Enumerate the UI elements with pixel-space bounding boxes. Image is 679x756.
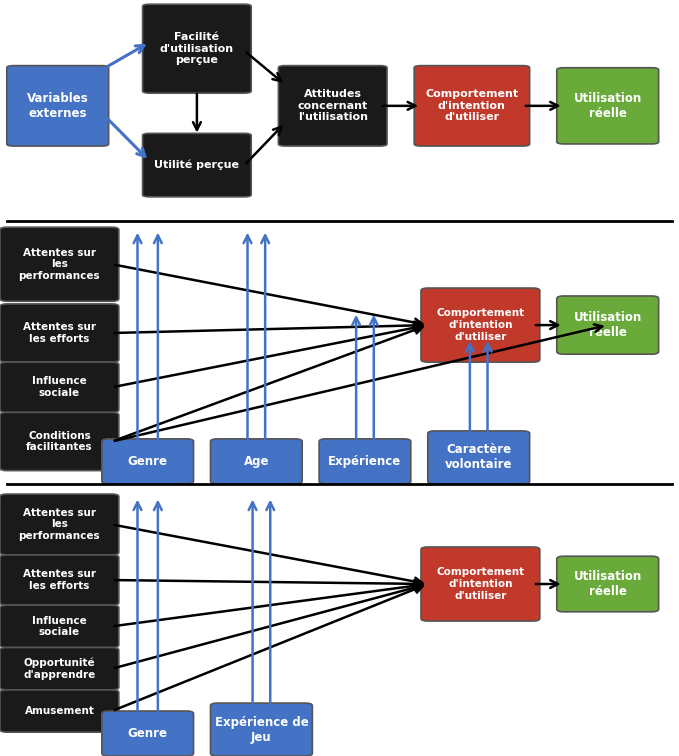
Text: Attentes sur
les
performances: Attentes sur les performances	[18, 248, 100, 280]
Text: Attentes sur
les efforts: Attentes sur les efforts	[23, 322, 96, 344]
FancyBboxPatch shape	[210, 703, 312, 756]
Text: Genre: Genre	[128, 727, 168, 740]
FancyBboxPatch shape	[0, 647, 119, 689]
FancyBboxPatch shape	[0, 494, 119, 555]
FancyBboxPatch shape	[143, 5, 251, 93]
Text: Expérience de
Jeu: Expérience de Jeu	[215, 715, 308, 744]
FancyBboxPatch shape	[0, 227, 119, 302]
Text: Facilité
d'utilisation
perçue: Facilité d'utilisation perçue	[160, 32, 234, 65]
Text: Utilité perçue: Utilité perçue	[154, 160, 240, 170]
FancyBboxPatch shape	[428, 431, 530, 484]
FancyBboxPatch shape	[557, 68, 659, 144]
Text: Utilisation
réelle: Utilisation réelle	[574, 570, 642, 598]
Text: Utilisation
réelle: Utilisation réelle	[574, 311, 642, 339]
FancyBboxPatch shape	[7, 66, 109, 146]
FancyBboxPatch shape	[0, 555, 119, 605]
Text: Age: Age	[244, 455, 269, 468]
Text: Utilisation
réelle: Utilisation réelle	[574, 91, 642, 120]
FancyBboxPatch shape	[421, 547, 540, 621]
FancyBboxPatch shape	[0, 605, 119, 647]
Text: Amusement: Amusement	[24, 706, 94, 716]
FancyBboxPatch shape	[0, 689, 119, 732]
FancyBboxPatch shape	[421, 288, 540, 362]
FancyBboxPatch shape	[0, 362, 119, 413]
FancyBboxPatch shape	[210, 439, 302, 484]
FancyBboxPatch shape	[414, 66, 530, 146]
FancyBboxPatch shape	[278, 66, 387, 146]
Text: Comportement
d'intention
d'utiliser: Comportement d'intention d'utiliser	[425, 89, 519, 122]
FancyBboxPatch shape	[102, 439, 194, 484]
FancyBboxPatch shape	[557, 296, 659, 354]
FancyBboxPatch shape	[0, 304, 119, 362]
Text: Caractère
volontaire: Caractère volontaire	[445, 443, 513, 472]
Text: Conditions
facilitantes: Conditions facilitantes	[26, 431, 93, 452]
Text: Variables
externes: Variables externes	[27, 91, 88, 120]
FancyBboxPatch shape	[0, 413, 119, 470]
Text: Comportement
d'intention
d'utiliser: Comportement d'intention d'utiliser	[437, 308, 524, 342]
Text: Opportunité
d'apprendre: Opportunité d'apprendre	[23, 658, 96, 680]
Text: Attentes sur
les
performances: Attentes sur les performances	[18, 508, 100, 541]
Text: Comportement
d'intention
d'utiliser: Comportement d'intention d'utiliser	[437, 568, 524, 600]
Text: Genre: Genre	[128, 455, 168, 468]
FancyBboxPatch shape	[557, 556, 659, 612]
Text: Influence
sociale: Influence sociale	[32, 615, 87, 637]
FancyBboxPatch shape	[102, 711, 194, 756]
FancyBboxPatch shape	[143, 133, 251, 197]
Text: Influence
sociale: Influence sociale	[32, 376, 87, 398]
Text: Expérience: Expérience	[329, 455, 401, 468]
FancyBboxPatch shape	[319, 439, 411, 484]
Text: Attitudes
concernant
l'utilisation: Attitudes concernant l'utilisation	[297, 89, 368, 122]
Text: Attentes sur
les efforts: Attentes sur les efforts	[23, 569, 96, 591]
